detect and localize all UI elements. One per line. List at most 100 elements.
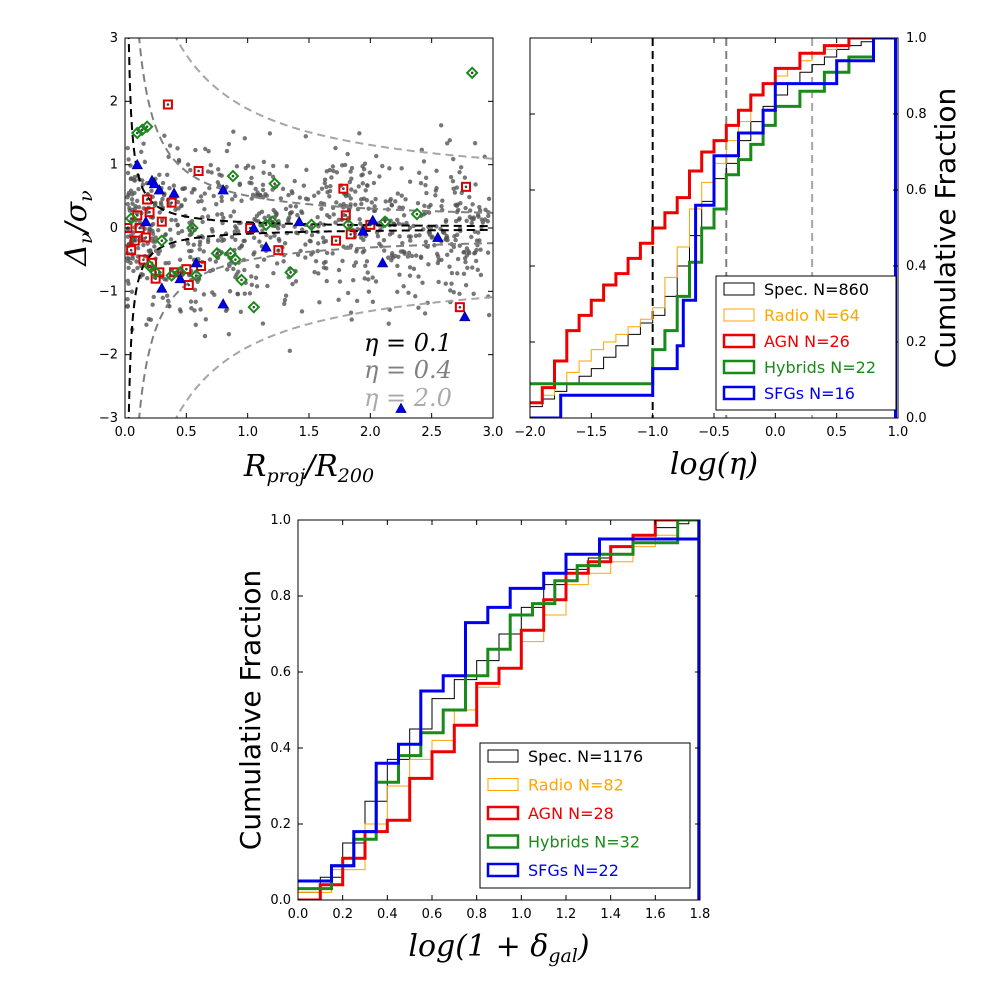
background-point bbox=[177, 257, 183, 262]
background-point bbox=[455, 271, 460, 276]
sfg-point bbox=[260, 241, 272, 252]
background-point bbox=[282, 241, 288, 246]
background-point bbox=[318, 200, 324, 206]
hybrid-point-core bbox=[231, 174, 235, 178]
hybrid-point bbox=[341, 218, 355, 232]
background-point bbox=[456, 207, 461, 213]
agn-point bbox=[125, 223, 133, 233]
eta-curve bbox=[138, 38, 493, 214]
background-point bbox=[206, 148, 211, 154]
hybrid-point bbox=[305, 218, 318, 232]
background-point bbox=[261, 159, 267, 165]
background-point bbox=[324, 184, 329, 190]
agn-point bbox=[156, 216, 167, 227]
agn-point bbox=[162, 99, 173, 110]
background-point bbox=[362, 276, 367, 281]
agn-point-core bbox=[334, 239, 338, 242]
y-tick-label: −1 bbox=[99, 284, 118, 299]
background-point bbox=[443, 218, 449, 223]
background-point bbox=[473, 258, 479, 264]
background-point bbox=[428, 202, 433, 208]
background-point bbox=[471, 291, 476, 296]
background-point bbox=[205, 214, 211, 219]
background-point bbox=[483, 207, 488, 213]
background-point bbox=[439, 203, 444, 209]
background-point bbox=[176, 206, 181, 211]
background-point bbox=[199, 198, 204, 204]
background-point bbox=[175, 199, 181, 205]
background-point bbox=[353, 189, 358, 194]
y-tick-label: −3 bbox=[99, 411, 118, 426]
background-point bbox=[210, 229, 215, 234]
background-point bbox=[457, 169, 462, 175]
background-point bbox=[447, 138, 453, 143]
background-point bbox=[452, 190, 458, 195]
background-point bbox=[281, 223, 286, 229]
background-point bbox=[373, 196, 378, 202]
delta-cdf-ticks: 0.0 0.2 0.4 0.6 0.8 1.0 1.2 1.4 1.6 1.8 0.0 0.2 0.4 0… bbox=[270, 513, 710, 922]
background-point bbox=[337, 279, 343, 284]
background-point bbox=[454, 232, 460, 238]
background-point bbox=[399, 193, 404, 198]
y-tick-label: 0.4 bbox=[906, 259, 927, 274]
background-point bbox=[162, 133, 167, 138]
sfg-point bbox=[174, 272, 186, 284]
agn-point-core bbox=[145, 198, 149, 201]
background-point bbox=[474, 247, 479, 253]
legend-swatch bbox=[486, 834, 520, 849]
agn-point-core bbox=[142, 258, 145, 261]
background-point bbox=[293, 279, 299, 284]
background-point bbox=[359, 201, 364, 207]
background-point bbox=[475, 230, 481, 235]
hybrid-point-core bbox=[215, 252, 219, 255]
background-point bbox=[152, 244, 157, 249]
background-point bbox=[160, 295, 165, 301]
background-point bbox=[239, 243, 245, 248]
background-point bbox=[322, 177, 328, 182]
background-point bbox=[421, 159, 427, 164]
background-point bbox=[157, 210, 162, 215]
hybrid-point-core bbox=[470, 71, 474, 75]
background-point bbox=[188, 299, 194, 304]
background-point bbox=[383, 199, 388, 204]
background-point bbox=[287, 348, 293, 354]
background-point bbox=[467, 194, 472, 200]
sfg-point bbox=[131, 158, 143, 170]
background-point bbox=[192, 187, 197, 192]
background-point bbox=[221, 215, 226, 220]
background-point bbox=[128, 176, 134, 182]
background-point bbox=[282, 297, 288, 303]
hybrid-point bbox=[210, 246, 224, 260]
background-point bbox=[389, 202, 394, 208]
background-point bbox=[455, 256, 461, 262]
background-point bbox=[406, 234, 412, 239]
background-point bbox=[485, 250, 491, 255]
hybrid-point-core bbox=[310, 223, 313, 227]
y-tick-label: 0.8 bbox=[906, 107, 927, 122]
background-point bbox=[168, 237, 174, 242]
hybrid-point-core bbox=[252, 305, 256, 309]
background-point bbox=[266, 214, 271, 219]
y-tick-label: 0.2 bbox=[270, 817, 291, 832]
background-point bbox=[236, 269, 241, 274]
background-point bbox=[284, 164, 289, 169]
background-point bbox=[454, 203, 459, 209]
background-point bbox=[134, 259, 139, 264]
background-point bbox=[349, 317, 354, 322]
background-point bbox=[374, 153, 379, 159]
agn-point-core bbox=[135, 214, 139, 217]
background-point bbox=[444, 141, 450, 146]
background-point bbox=[416, 305, 421, 310]
background-point bbox=[141, 141, 146, 146]
background-point bbox=[467, 214, 473, 220]
background-point bbox=[253, 186, 258, 192]
background-point bbox=[449, 248, 454, 253]
background-point bbox=[153, 200, 158, 206]
background-point bbox=[403, 197, 408, 202]
background-point bbox=[340, 258, 345, 264]
background-point bbox=[473, 182, 478, 187]
background-point bbox=[153, 235, 158, 240]
agn-point-core bbox=[342, 187, 345, 191]
background-point bbox=[436, 279, 441, 285]
hybrid-point bbox=[265, 215, 279, 229]
